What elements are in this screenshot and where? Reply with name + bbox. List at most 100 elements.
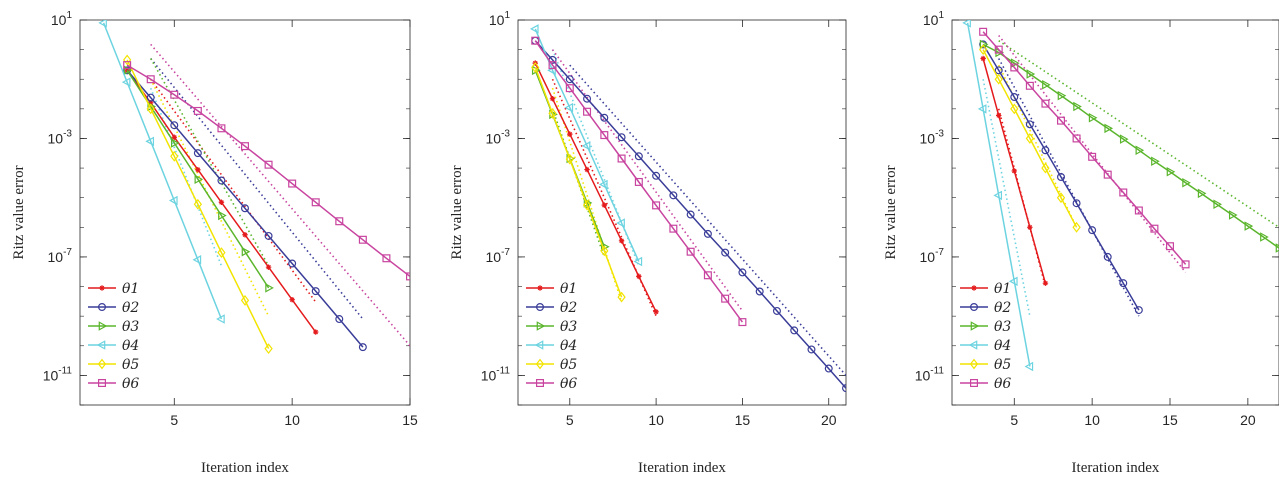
- data-point: [1010, 63, 1019, 72]
- data-point: [121, 77, 131, 87]
- data-point: [171, 134, 178, 140]
- data-point: [653, 309, 659, 315]
- series-line-2: [534, 40, 846, 389]
- legend-marker: [98, 321, 108, 331]
- y-axis-label: Ritz value error: [449, 165, 465, 259]
- data-point: [264, 231, 273, 240]
- y-tick-base: 10: [920, 249, 936, 265]
- legend-label: θ2: [122, 300, 139, 316]
- y-tick-exponent: 1: [938, 10, 944, 21]
- y-tick-base: 10: [43, 367, 59, 383]
- data-point: [807, 345, 816, 354]
- data-point: [147, 100, 154, 106]
- data-point: [600, 131, 609, 140]
- y-tick-base: 10: [486, 249, 502, 265]
- data-point: [1011, 168, 1018, 174]
- data-point: [962, 20, 971, 28]
- y-axis-label: Ritz value error: [11, 165, 27, 259]
- x-tick-label: 15: [402, 412, 418, 428]
- data-point: [311, 287, 320, 296]
- data-point: [1134, 206, 1143, 215]
- legend-marker: [969, 303, 978, 312]
- data-point: [1072, 199, 1081, 208]
- data-point: [193, 149, 202, 158]
- data-point: [634, 177, 643, 186]
- y-tick-exponent: -7: [63, 247, 72, 258]
- data-point: [240, 295, 250, 306]
- data-point: [1275, 243, 1279, 253]
- data-point: [548, 108, 557, 119]
- data-point: [669, 191, 678, 200]
- data-point: [122, 54, 132, 66]
- data-point: [242, 232, 248, 238]
- y-tick-label: 101: [489, 10, 511, 28]
- data-point: [358, 343, 367, 352]
- y-tick-exponent: 1: [504, 10, 510, 21]
- data-point: [288, 179, 297, 188]
- bound-line: [998, 40, 1279, 228]
- legend-marker: [535, 303, 544, 312]
- bound-line: [150, 78, 317, 303]
- data-point: [1042, 80, 1051, 90]
- data-point: [1027, 224, 1033, 231]
- data-point: [755, 287, 764, 296]
- data-point: [146, 75, 155, 84]
- data-point: [1056, 172, 1065, 181]
- data-point: [1104, 123, 1114, 134]
- data-point: [598, 179, 608, 190]
- bound-line: [569, 64, 846, 376]
- y-tick-exponent: -3: [63, 128, 72, 139]
- series-line-2: [982, 44, 1140, 311]
- data-point: [1150, 224, 1159, 233]
- data-point: [531, 62, 540, 73]
- data-point: [311, 198, 320, 207]
- data-point: [1057, 90, 1067, 101]
- x-tick-label: 5: [566, 412, 574, 428]
- data-point: [601, 202, 608, 208]
- data-point: [977, 104, 987, 114]
- series-line-5: [534, 67, 623, 298]
- data-point: [721, 294, 730, 303]
- y-axis-label: Ritz value error: [883, 165, 899, 259]
- data-point: [218, 199, 225, 205]
- data-point: [617, 291, 626, 303]
- data-point: [192, 255, 202, 265]
- data-point: [170, 138, 180, 148]
- data-point: [652, 201, 661, 210]
- data-point: [738, 318, 747, 327]
- data-point: [170, 150, 179, 162]
- data-point: [980, 55, 986, 62]
- plot-area-frame: [79, 19, 411, 406]
- data-point: [1119, 279, 1128, 288]
- bound-line: [150, 58, 364, 320]
- data-point: [1134, 306, 1143, 315]
- plot-area-frame: [517, 19, 847, 406]
- data-point: [1042, 280, 1049, 286]
- data-point: [616, 218, 625, 228]
- data-point: [582, 199, 592, 211]
- data-point: [772, 306, 781, 315]
- legend-label: θ6: [994, 376, 1011, 392]
- data-point: [146, 93, 155, 102]
- legend-marker: [99, 285, 105, 291]
- y-tick-base: 10: [923, 12, 939, 28]
- data-point: [548, 61, 557, 70]
- y-tick-label: 10-3: [486, 128, 511, 146]
- data-point: [1119, 188, 1128, 197]
- bound-line: [150, 43, 410, 347]
- series-line-4: [966, 22, 1031, 367]
- data-point: [406, 272, 410, 281]
- series-line-6: [126, 64, 410, 277]
- data-point: [652, 171, 661, 180]
- data-point: [995, 112, 1002, 119]
- data-point: [529, 24, 539, 34]
- data-point: [193, 198, 203, 210]
- y-tick-exponent: 1: [66, 10, 72, 21]
- bound-line: [551, 108, 606, 258]
- data-point: [531, 36, 540, 45]
- x-tick-label: 10: [284, 412, 300, 428]
- data-point: [994, 66, 1003, 75]
- data-point: [842, 384, 846, 393]
